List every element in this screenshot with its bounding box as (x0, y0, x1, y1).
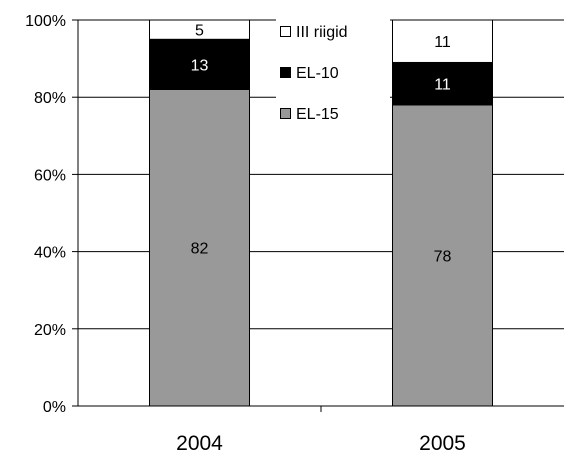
data-label: 11 (434, 34, 451, 51)
data-label: 11 (434, 77, 451, 94)
bar-segment (392, 104, 493, 407)
bar-segment (149, 38, 250, 90)
legend-swatch (280, 108, 291, 119)
legend-label: EL-15 (296, 106, 339, 123)
legend-label: EL-10 (296, 65, 339, 82)
legend-label: III riigid (296, 24, 348, 41)
bar-segment (392, 19, 493, 63)
data-label: 5 (195, 23, 204, 40)
y-tick-label: 0% (43, 399, 66, 416)
x-tick-label: 2004 (176, 432, 223, 455)
bar-segments (149, 19, 493, 407)
data-labels: 82 13 5 78 11 11 (191, 23, 452, 266)
legend-swatch (280, 26, 291, 37)
y-tick-label: 80% (34, 90, 66, 107)
x-axis-labels: 2004 2005 (176, 406, 466, 455)
y-tick-label: 60% (34, 167, 66, 184)
bar-segment (149, 88, 250, 407)
legend-swatch (280, 67, 291, 78)
y-tick-label: 100% (25, 13, 66, 30)
bar-segment (392, 61, 493, 106)
data-label: 78 (434, 248, 452, 265)
y-tick-label: 20% (34, 322, 66, 339)
y-tick-label: 40% (34, 245, 66, 262)
data-label: 82 (191, 241, 209, 258)
legend-background (276, 14, 390, 146)
bar-segment (149, 19, 250, 40)
y-axis-ticks: 0% 20% 40% 60% 80% 100% (25, 13, 78, 416)
legend: III riigid EL-10 EL-15 (276, 14, 390, 146)
x-tick-label: 2005 (419, 432, 466, 455)
data-label: 13 (191, 57, 209, 74)
